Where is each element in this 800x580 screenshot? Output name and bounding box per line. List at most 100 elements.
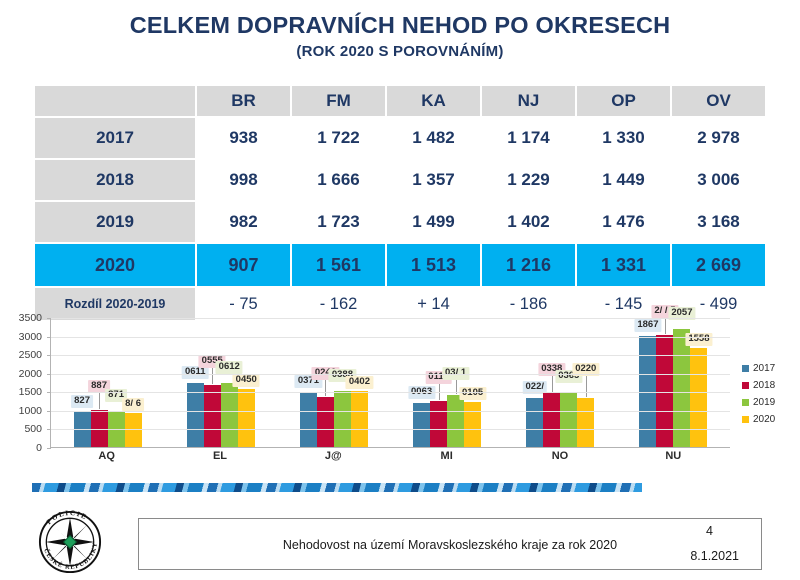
chart-bar-label: 0612 — [215, 361, 243, 375]
legend-item[interactable]: 2017 — [742, 360, 798, 377]
footer-box: Nehodovost na území Moravskoslezského kr… — [138, 518, 762, 570]
table-cell: 1 229 — [482, 160, 575, 200]
chart-bar-label: 827 — [71, 395, 94, 409]
chart-bar: 8/ 6 — [122, 398, 145, 447]
chart-bar-label: 887 — [88, 380, 111, 393]
chart-bar: 0402 — [345, 375, 373, 447]
legend-item[interactable]: 2018 — [742, 377, 798, 394]
y-axis-tick-label: 1500 — [18, 386, 42, 399]
legend-item[interactable]: 2020 — [742, 411, 798, 428]
table-column-header: OV — [672, 86, 765, 116]
legend-label: 2017 — [753, 363, 776, 374]
chart-bar-label: 0611 — [181, 366, 209, 380]
table-column-header: OP — [577, 86, 670, 116]
chart-label-leader-line — [664, 318, 666, 335]
legend-item[interactable]: 2019 — [742, 394, 798, 411]
chart-gridline — [51, 429, 730, 431]
chart-bar: 0555 — [198, 355, 226, 447]
chart-bar-group: 0371 0246 0388 0402 — [277, 318, 390, 447]
page-title: CELKEM DOPRAVNÍCH NEHOD PO OKRESECH — [129, 12, 671, 38]
chart-label-leader-line — [455, 379, 457, 394]
y-axis-tick-label: 3000 — [18, 330, 42, 343]
chart-plot-area: 827 887 871 8/ 6 0611 0555 0612 0450 0371 0246 038… — [47, 305, 730, 449]
table-cell: 1 666 — [292, 160, 385, 200]
chart-legend: 2017 2018 2019 2020 — [742, 360, 798, 428]
decorative-band — [32, 483, 642, 492]
chart-bar: 0450 — [232, 374, 260, 447]
table-cell: 1 402 — [482, 202, 575, 242]
chart-bar-label: 0450 — [232, 374, 260, 388]
chart-label-leader-line — [99, 392, 101, 409]
legend-swatch — [742, 416, 749, 423]
page-number: 4 — [706, 524, 713, 538]
police-logo: POLICIE ČESKÉ REPUBLIKY — [38, 509, 102, 574]
y-axis-tick — [47, 392, 51, 394]
chart-bar: 2057 — [668, 307, 696, 447]
chart-bar: 022/ — [522, 380, 548, 447]
table-cell: 1 216 — [482, 244, 575, 286]
chart-y-axis: 3500 3000 2500 2000 1500 1000 500 0 — [0, 312, 46, 454]
x-axis-category-label: NU — [665, 450, 682, 462]
row-label: Rozdíl 2020-2019 — [35, 288, 195, 320]
y-axis-tick-label: 0 — [36, 442, 42, 454]
y-axis-tick — [47, 448, 51, 449]
chart-bar: 0611 — [181, 366, 209, 447]
footer-date: 8.1.2021 — [690, 549, 739, 563]
footer-caption: Nehodovost na území Moravskoslezského kr… — [282, 538, 618, 552]
chart-bar: 871 — [105, 388, 128, 447]
table-body: 2017 938 1 722 1 482 1 174 1 330 2 978 2… — [35, 118, 765, 320]
chart-bar-label: 871 — [105, 388, 128, 402]
table-column-header: KA — [387, 86, 480, 116]
chart-bar-label: 2057 — [668, 307, 696, 321]
table-cell: 1 331 — [577, 244, 670, 286]
table-cell: 2 978 — [672, 118, 765, 158]
legend-label: 2019 — [753, 397, 776, 408]
table-cell: 1 513 — [387, 244, 480, 286]
chart-bar-label: 8/ 6 — [122, 398, 145, 412]
table-cell: 1 722 — [292, 118, 385, 158]
table-cell: - 162 — [292, 288, 385, 320]
chart-label-leader-line — [585, 375, 587, 397]
y-axis-tick — [47, 410, 51, 412]
y-axis-tick-label: 2500 — [18, 349, 42, 362]
chart-gridline — [51, 392, 730, 394]
chart-bar: 0365 — [555, 370, 583, 447]
row-label: 2020 — [35, 244, 195, 286]
table-cell: 1 482 — [387, 118, 480, 158]
chart-bar: 0118 — [425, 371, 452, 447]
chart-bar-label: 03/ 1 — [442, 367, 470, 380]
x-axis-category-label: MI — [440, 450, 453, 462]
y-axis-tick-label: 500 — [24, 423, 42, 436]
table-cell: 3 168 — [672, 202, 765, 242]
table-cell: 998 — [197, 160, 290, 200]
page-subtitle: (ROK 2020 S POROVNÁNÍM) — [296, 43, 504, 61]
legend-label: 2018 — [753, 380, 776, 391]
table-cell: 1 330 — [577, 118, 670, 158]
table-cell: + 14 — [387, 288, 480, 320]
table-cell: 1 476 — [577, 202, 670, 242]
chart-bar: 03/ 1 — [442, 367, 470, 447]
y-axis-tick — [47, 318, 51, 319]
table-row-highlighted: 2020 907 1 561 1 513 1 216 1 331 2 669 — [35, 244, 765, 286]
table-cell: 982 — [197, 202, 290, 242]
chart-label-leader-line — [325, 379, 327, 396]
chart-bar-label: 1558 — [685, 332, 713, 346]
chart-gridline — [51, 318, 730, 319]
chart-bar: 0388 — [328, 369, 356, 447]
chart-bar: 1558 — [685, 332, 713, 447]
chart-gridline — [51, 336, 730, 338]
chart-bar: 0220 — [572, 362, 600, 447]
table-cell: 3 006 — [672, 160, 765, 200]
chart-bar-group: 0611 0555 0612 0450 — [164, 318, 277, 447]
chart-bar: 0371 — [294, 375, 322, 447]
chart-bar-label: 1867 — [634, 319, 662, 333]
chart-bar: 0105 — [459, 386, 487, 447]
row-label: 2017 — [35, 118, 195, 158]
chart-gridline — [51, 373, 730, 375]
table-corner-cell — [35, 86, 195, 116]
row-label: 2019 — [35, 202, 195, 242]
x-axis-category-label: NO — [551, 450, 569, 462]
y-axis-tick — [47, 355, 51, 357]
chart-bar: 1867 — [634, 319, 662, 447]
y-axis-tick — [47, 429, 51, 431]
